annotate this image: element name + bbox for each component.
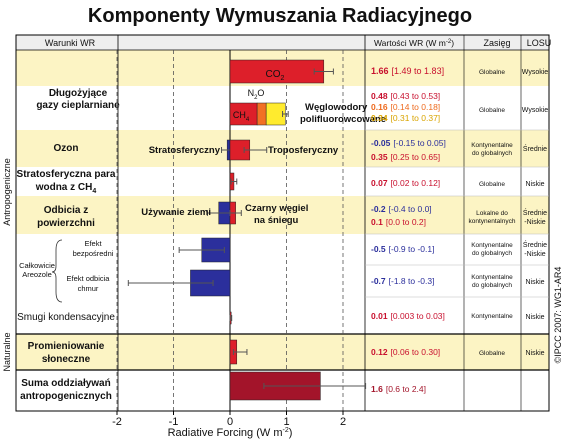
header-range: Zasięg: [483, 38, 510, 48]
value-ozone-trop: 0.35 [0.25 to 0.65]: [371, 152, 440, 162]
annotation-halo-1: Węglowodory: [305, 102, 368, 113]
scale-other-ghg: Globalne: [479, 107, 505, 114]
label-solar-1: Promieniowanie: [28, 341, 105, 352]
scale-direct-1: Kontynentalne: [471, 242, 513, 249]
header-losu: LOSU: [527, 38, 552, 48]
losu-co2: Wysokie: [522, 69, 548, 76]
header-bar: [16, 35, 549, 50]
scale-cloud-1: Kontynentalne: [471, 274, 513, 281]
x-axis-label: Radiative Forcing (W m-2): [168, 427, 293, 439]
row-labels: Długożyjące gazy cieplarniane Ozon Strat…: [17, 88, 121, 402]
losu-column: Wysokie Wysokie Średnie Niskie Średnie -…: [522, 69, 548, 357]
label-albedo-2: powierzchni: [37, 218, 95, 229]
losu-other-ghg: Wysokie: [522, 107, 548, 114]
x-tick-label: 0: [227, 416, 233, 428]
plot-annotations: CO2 N2O CH4 Węglowodory polifluorowcowan…: [141, 69, 386, 226]
value-co2: 1.66 [1.49 to 1.83]: [371, 66, 444, 76]
label-contrail: Smugi kondensacyjne: [17, 312, 115, 323]
value-cloud: -0.7 [-1.8 to -0.3]: [371, 276, 435, 286]
group-natural: Naturalne: [2, 332, 12, 371]
losu-albedo-2: -Niskie: [524, 219, 545, 226]
value-land: -0.2 [-0.4 to 0.0]: [371, 204, 432, 214]
bar-n2o: [256, 102, 267, 126]
aerosol-brace: [51, 239, 63, 303]
losu-direct-2: -Niskie: [524, 251, 545, 258]
scale-h2o: Globalne: [479, 181, 505, 188]
label-ozone: Ozon: [54, 143, 79, 154]
losu-contrail: Niskie: [525, 314, 544, 321]
label-albedo-1: Odbicia z: [44, 205, 88, 216]
value-contrail: 0.01 [0.003 to 0.03]: [371, 311, 445, 321]
losu-ozone: Średnie: [523, 144, 547, 153]
annotation-trop: Troposferyczny: [268, 145, 339, 156]
value-halo: 0.34 [0.31 to 0.37]: [371, 113, 440, 123]
annotation-bc-2: na śniegu: [254, 215, 299, 226]
label-total-2: antropogenicznych: [20, 391, 112, 402]
label-cloud-1: Efekt odbicia: [67, 274, 111, 283]
scale-cloud-2: do globalnych: [472, 282, 512, 289]
annotation-strat: Stratosferyczny: [149, 145, 221, 156]
losu-cloud: Niskie: [525, 279, 544, 286]
value-n2o: 0.16 [0.14 to 0.18]: [371, 102, 440, 112]
annotation-ch4: CH4: [233, 110, 250, 123]
row-separators: [365, 129, 549, 298]
label-h2o-2: wodna z CH4: [35, 182, 97, 195]
values-column: 1.66 [1.49 to 1.83] 0.48 [0.43 to 0.53] 0.…: [371, 66, 446, 394]
scale-ozone-2: do globalnych: [472, 150, 512, 157]
plot-bars: [127, 59, 367, 401]
x-tick-label: 2: [340, 416, 346, 428]
x-tick-label: -2: [112, 416, 122, 428]
value-solar: 0.12 [0.06 to 0.30]: [371, 347, 440, 357]
annotation-n2o: N2O: [248, 88, 265, 101]
annotation-land: Używanie ziemi: [141, 207, 211, 218]
x-axis: -2 -1 0 1 2: [112, 410, 365, 428]
losu-solar: Niskie: [525, 350, 544, 357]
annotation-halo-2: polifluorowcowane: [300, 114, 386, 125]
label-cloud-2: chmur: [78, 284, 99, 293]
scale-albedo-2: kontynentalnych: [469, 218, 516, 225]
header-conditions: Warunki WR: [45, 38, 96, 48]
losu-h2o: Niskie: [525, 181, 544, 188]
annotation-bc-1: Czarny węgiel: [245, 203, 308, 214]
band-albedo: [16, 196, 549, 234]
annotation-co2: CO2: [266, 69, 285, 82]
label-ghg-1: Długożyjące: [49, 88, 108, 99]
label-total-1: Suma oddziaływań: [21, 378, 110, 389]
band-ozone: [16, 130, 549, 167]
scale-column: Globalne Globalne Kontynentalne do globa…: [469, 69, 516, 357]
losu-direct-1: Średnie: [523, 240, 547, 249]
losu-albedo-1: Średnie: [523, 208, 547, 217]
value-ch4: 0.48 [0.43 to 0.53]: [371, 91, 440, 101]
row-bands: [16, 50, 549, 370]
x-tick-label: 1: [283, 416, 289, 428]
chart-title: Komponenty Wymuszania Radiacyjnego: [88, 5, 472, 27]
value-direct: -0.5 [-0.9 to -0.1]: [371, 244, 435, 254]
aerosol-label-1: Całkowicie: [19, 261, 55, 270]
value-total: 1.6 [0.6 to 2.4]: [371, 384, 426, 394]
scale-direct-2: do globalnych: [472, 250, 512, 257]
value-bc: 0.1 [0.0 to 0.2]: [371, 217, 426, 227]
scale-co2: Globalne: [479, 69, 505, 76]
label-solar-2: słoneczne: [42, 354, 91, 365]
header-values: Wartości WR (W m-2): [374, 38, 454, 48]
band-solar: [16, 334, 549, 370]
label-ghg-2: gazy cieplarniane: [36, 100, 120, 111]
scale-albedo-1: Lokalne do: [476, 210, 508, 217]
label-h2o-1: Stratosferyczna para: [17, 169, 116, 180]
scale-ozone-1: Kontynentalne: [471, 142, 513, 149]
scale-contrail: Kontynentalne: [471, 313, 513, 320]
scale-solar: Globalne: [479, 350, 505, 357]
value-h2o: 0.07 [0.02 to 0.12]: [371, 178, 440, 188]
label-direct-1: Efekt: [84, 239, 102, 248]
value-ozone-strat: -0.05 [-0.15 to 0.05]: [371, 138, 446, 148]
copyright-watermark: ©IPCC 2007: WG1-AR4: [553, 267, 563, 364]
x-tick-label: -1: [169, 416, 179, 428]
group-anthropogenic: Antropogeniczne: [2, 158, 12, 226]
label-direct-2: bezpośredni: [73, 249, 114, 258]
aerosol-label-2: Areozole: [22, 270, 52, 279]
